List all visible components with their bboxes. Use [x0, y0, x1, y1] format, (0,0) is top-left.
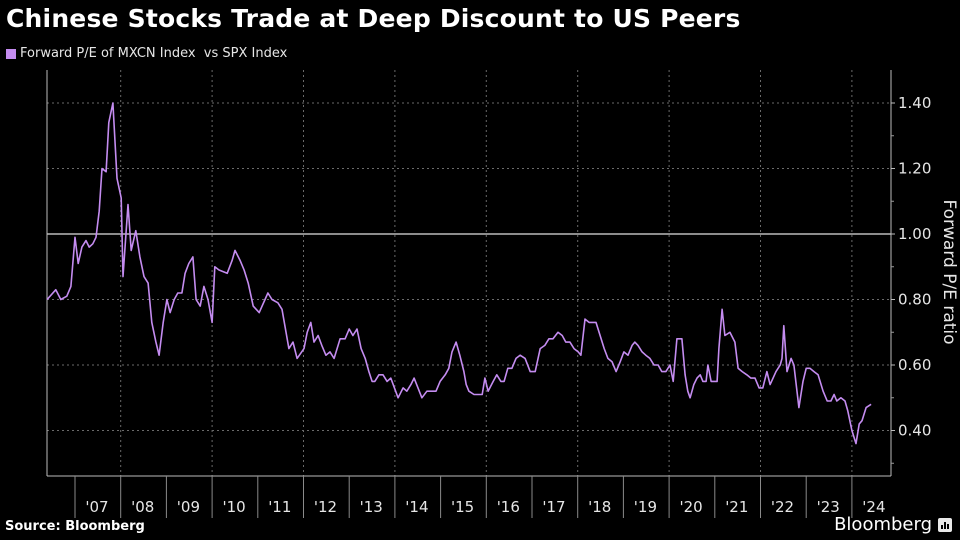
plot-frame: [46, 70, 892, 477]
x-tick-label: '22: [771, 498, 794, 516]
x-tick-label: '10: [222, 498, 245, 516]
x-tick-label: '08: [131, 498, 154, 516]
x-tick-label: '24: [862, 498, 885, 516]
y-tick-label: 1.40: [898, 94, 931, 112]
x-tick-label: '16: [497, 498, 520, 516]
x-tick-label: '09: [177, 498, 200, 516]
y-tick-label: 0.60: [898, 356, 931, 374]
series-line-forward-pe: [46, 102, 872, 445]
data-points: [47, 102, 872, 444]
x-tick-label: '17: [542, 498, 565, 516]
legend: Forward P/E of MXCN Index vs SPX Index: [6, 46, 287, 61]
x-tick-label: '07: [85, 498, 108, 516]
brand-logo-text: Bloomberg: [834, 514, 932, 535]
legend-swatch: [6, 48, 16, 59]
x-axis: '07 '08 '09 '10 '11 '12 '13 '14 '15 '16 '17 '18 '19 '…: [74, 476, 886, 518]
x-tick-label: '19: [634, 498, 657, 516]
y-tick-label: 0.40: [898, 422, 931, 440]
gridlines: [47, 70, 891, 476]
y-axis: 0.40 0.60 0.80 1.00 1.20 1.40: [891, 94, 931, 464]
x-tick-label: '18: [588, 498, 611, 516]
x-tick-label: '23: [817, 498, 840, 516]
x-tick-label: '13: [360, 498, 383, 516]
x-tick-label: '21: [725, 498, 748, 516]
y-tick-label: 1.00: [898, 225, 931, 243]
y-tick-label: 1.20: [898, 160, 931, 178]
x-tick-label: '11: [268, 498, 291, 516]
bloomberg-chart-icon: [938, 518, 952, 532]
y-axis-title: Forward P/E ratio: [939, 199, 959, 344]
x-tick-label: '15: [451, 498, 474, 516]
legend-label: Forward P/E of MXCN Index vs SPX Index: [20, 46, 288, 61]
x-tick-label: '20: [679, 498, 702, 516]
chart-title: Chinese Stocks Trade at Deep Discount to…: [6, 4, 741, 33]
y-tick-label: 0.80: [898, 291, 931, 309]
source-note: Source: Bloomberg: [5, 519, 145, 534]
x-tick-label: '14: [405, 498, 428, 516]
x-tick-label: '12: [314, 498, 337, 516]
